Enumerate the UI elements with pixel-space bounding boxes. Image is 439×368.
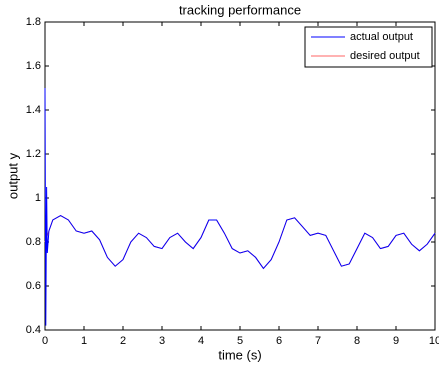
x-tick-label: 8 xyxy=(354,335,360,347)
plot-area xyxy=(44,21,436,331)
legend-label: actual output xyxy=(350,31,413,43)
chart-title: tracking performance xyxy=(179,2,301,17)
x-tick-label: 3 xyxy=(159,335,165,347)
x-tick-label: 2 xyxy=(120,335,126,347)
x-axis-label: time (s) xyxy=(218,347,261,362)
legend-label: desired output xyxy=(350,50,420,62)
y-tick-label: 1 xyxy=(35,192,41,204)
data-line xyxy=(44,87,436,326)
y-tick-label: 1.4 xyxy=(26,104,41,116)
x-tick-label: 10 xyxy=(429,335,439,347)
x-tick-label: 9 xyxy=(393,335,399,347)
x-tick-label: 6 xyxy=(276,335,282,347)
y-tick-label: 0.4 xyxy=(26,324,41,336)
y-axis-label: output y xyxy=(5,152,20,199)
x-tick-label: 5 xyxy=(237,335,243,347)
x-tick-label: 1 xyxy=(81,335,87,347)
x-tick-label: 0 xyxy=(42,335,48,347)
y-tick-label: 1.8 xyxy=(26,16,41,28)
x-tick-label: 7 xyxy=(315,335,321,347)
y-tick-label: 1.2 xyxy=(26,148,41,160)
y-tick-label: 0.8 xyxy=(26,236,41,248)
x-tick-label: 4 xyxy=(198,335,204,347)
y-tick-label: 0.6 xyxy=(26,280,41,292)
y-tick-label: 1.6 xyxy=(26,60,41,72)
legend-box xyxy=(304,26,433,68)
